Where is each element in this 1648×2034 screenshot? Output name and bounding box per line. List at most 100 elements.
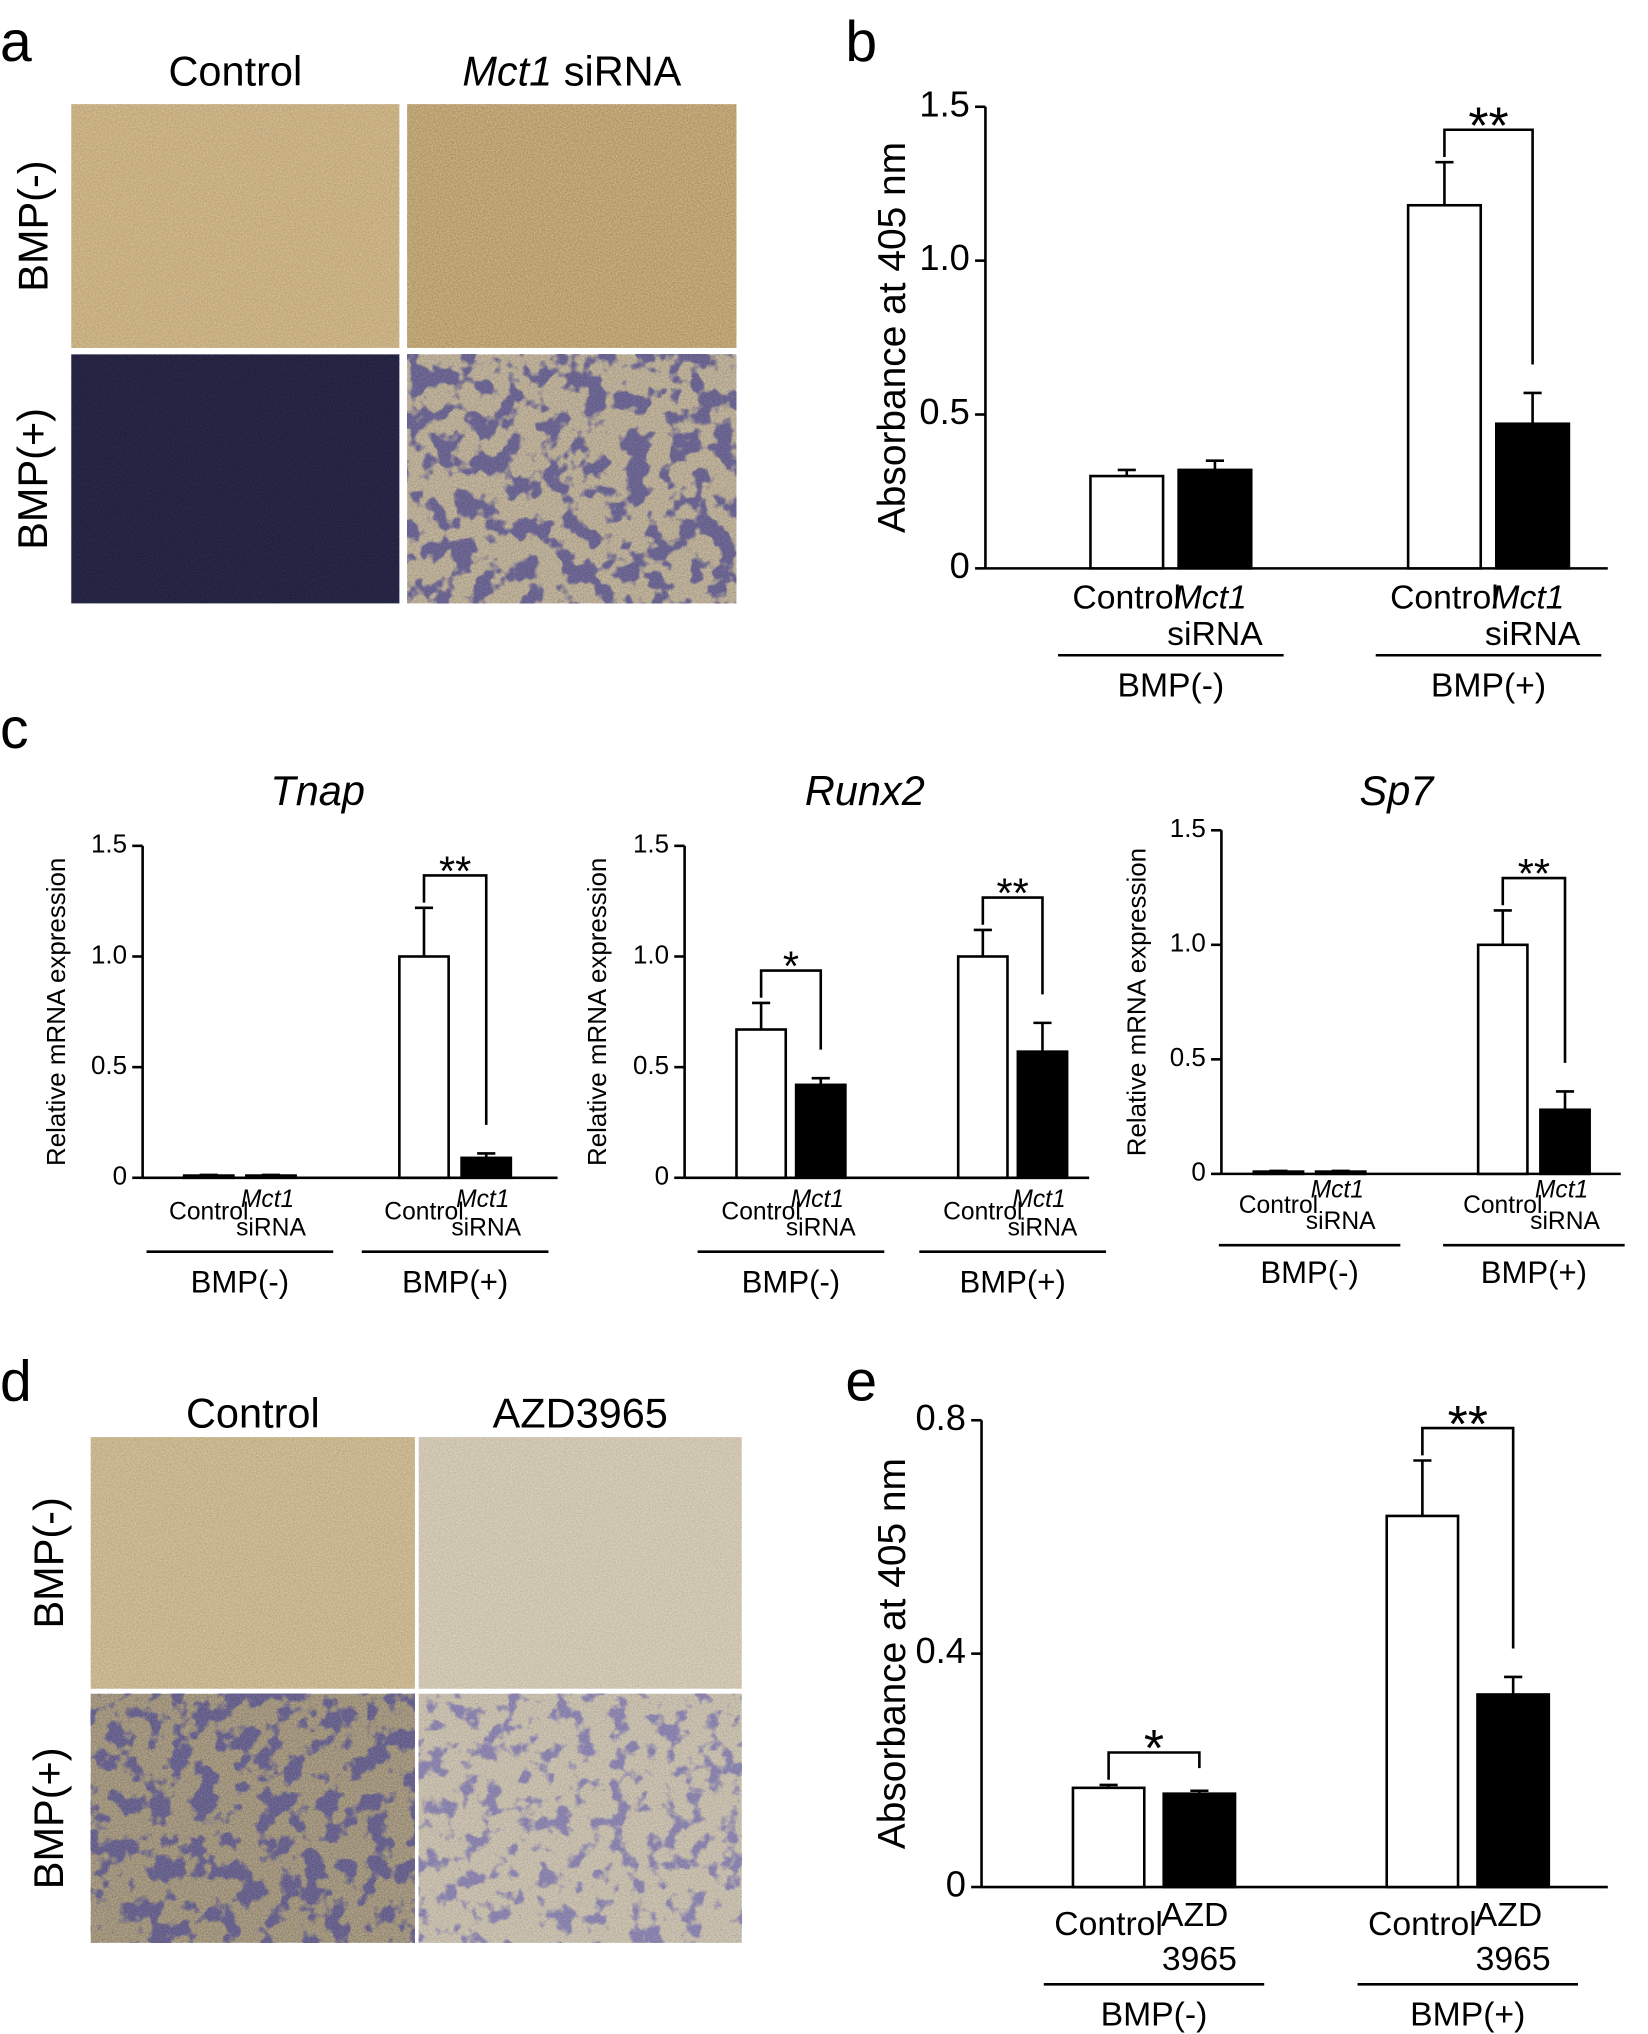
label: Control — [1463, 1192, 1542, 1219]
group-label: BMP(-) — [1117, 667, 1224, 705]
group-label: BMP(-) — [1101, 1996, 1208, 2034]
y-tick-label: 1.5 — [919, 83, 969, 124]
error-bar — [1523, 391, 1542, 424]
group-label: BMP(+) — [1410, 1996, 1525, 2034]
significance-label: ** — [1468, 96, 1508, 154]
y-axis-label: Absorbance at 405 nm — [871, 142, 914, 533]
error-bar — [477, 1152, 496, 1158]
bar — [1406, 203, 1483, 570]
y-tick-label: 0.5 — [1170, 1044, 1206, 1072]
row-label: BMP(-) — [9, 160, 56, 291]
y-axis-label: Absorbance at 405 nm — [871, 1458, 914, 1849]
significance-label: * — [1144, 1719, 1164, 1777]
y-tick-label: 1.5 — [91, 831, 127, 859]
error-bar — [1099, 1783, 1118, 1788]
error-bar — [1413, 1459, 1432, 1516]
bar — [1476, 1693, 1551, 1889]
y-tick-label: 0 — [1191, 1159, 1205, 1187]
chart-title: Runx2 — [805, 767, 925, 814]
bar — [1071, 1786, 1146, 1889]
chart-title: Sp7 — [1360, 767, 1436, 814]
y-tick-label: 1.0 — [1170, 930, 1206, 958]
micrograph-grain — [90, 1437, 415, 1689]
label: Mct1 siRNA — [1008, 1185, 1078, 1241]
error-bar — [973, 928, 992, 957]
bar — [794, 1083, 847, 1180]
micrograph-grain — [71, 104, 400, 348]
row-label: BMP(+) — [9, 408, 56, 550]
label: Mct1 siRNA — [786, 1185, 856, 1241]
bar — [398, 955, 450, 1180]
y-tick-label: 0 — [655, 1163, 669, 1191]
y-tick-label: 0 — [950, 545, 970, 586]
y-tick-label: 1.0 — [633, 941, 669, 969]
y-tick-label: 0.4 — [916, 1630, 966, 1671]
error-bar — [1331, 1169, 1350, 1173]
significance-bracket — [1443, 128, 1534, 365]
label: Mct1 siRNA — [1306, 1176, 1376, 1234]
group-label: BMP(+) — [402, 1264, 508, 1299]
label: Mct1 siRNA — [1530, 1176, 1600, 1234]
error-bar — [199, 1173, 218, 1177]
y-tick-label: 1.5 — [1170, 815, 1206, 843]
label: AZD 3965 — [1475, 1896, 1552, 1978]
group-label: BMP(-) — [191, 1264, 290, 1299]
panel-label: b — [845, 10, 877, 74]
y-tick-label: 0 — [113, 1163, 127, 1191]
y-axis-label: Relative mRNA expression — [584, 858, 612, 1166]
y-tick-label: 0 — [946, 1864, 966, 1905]
label: Mct1 siRNA — [236, 1185, 306, 1241]
significance-label: ** — [1448, 1395, 1488, 1453]
label: Control — [943, 1198, 1022, 1225]
y-tick-label: 0.5 — [91, 1052, 127, 1080]
error-bar — [1555, 1090, 1575, 1110]
bar — [1385, 1514, 1460, 1889]
label: Control — [186, 1389, 320, 1436]
significance-label: ** — [997, 869, 1029, 916]
error-bar — [261, 1173, 281, 1177]
significance-bracket — [1107, 1751, 1201, 1780]
significance-label: ** — [439, 847, 471, 894]
y-axis-label: Relative mRNA expression — [1123, 848, 1151, 1156]
significance-bracket — [1421, 1426, 1515, 1649]
label: AZD 3965 — [1161, 1896, 1238, 1978]
label: Control — [1390, 578, 1499, 616]
label: Control — [721, 1198, 800, 1225]
label: Control — [1239, 1192, 1318, 1219]
panel-label: e — [845, 1349, 877, 1413]
micrograph-grain — [418, 1437, 742, 1689]
error-bar — [1033, 1021, 1052, 1052]
error-bar — [1493, 909, 1512, 945]
group-label: BMP(+) — [960, 1264, 1066, 1299]
chart-title: Tnap — [270, 767, 365, 814]
y-tick-label: 0.5 — [633, 1052, 669, 1080]
label: Mct1 siRNA — [1485, 578, 1581, 652]
group-label: BMP(-) — [1260, 1255, 1359, 1290]
error-bar — [1205, 459, 1225, 470]
row-label: BMP(-) — [25, 1497, 72, 1628]
group-label: BMP(+) — [1431, 667, 1546, 705]
label: Mct1 siRNA — [462, 47, 681, 94]
panel-label: a — [0, 10, 32, 74]
label: Mct1 siRNA — [451, 1185, 521, 1241]
y-tick-label: 0.5 — [919, 391, 969, 432]
label: Control — [169, 1198, 248, 1225]
y-tick-label: 1.0 — [91, 941, 127, 969]
error-bar — [1504, 1675, 1523, 1695]
bar — [460, 1156, 513, 1180]
significance-bracket — [759, 969, 823, 1050]
micrograph-grain — [90, 1693, 415, 1943]
label: Control — [1368, 1905, 1477, 1943]
label: Control — [384, 1198, 463, 1225]
error-bar — [811, 1076, 830, 1085]
micrograph-grain — [407, 354, 737, 604]
significance-bracket — [981, 896, 1044, 995]
row-label: BMP(+) — [25, 1747, 72, 1889]
y-tick-label: 1.5 — [633, 831, 669, 859]
significance-bracket — [1501, 876, 1567, 1063]
bar — [1494, 422, 1571, 570]
micrograph-grain — [71, 354, 400, 604]
error-bar — [1117, 468, 1136, 477]
bar — [1476, 943, 1529, 1176]
